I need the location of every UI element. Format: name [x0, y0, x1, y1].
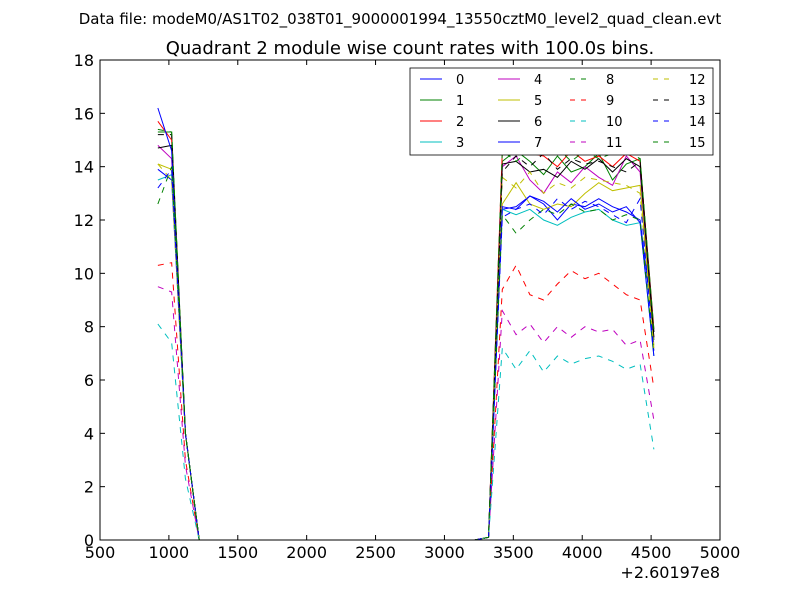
plot-frame: [99, 59, 721, 541]
series-line-10: [157, 323, 655, 540]
legend-label-6: 6: [534, 115, 542, 130]
legend-label-14: 14: [689, 115, 706, 130]
series-layer: [157, 107, 655, 540]
legend-label-3: 3: [456, 136, 464, 151]
series-line-15: [157, 128, 655, 540]
y-tick-label: 4: [84, 424, 94, 443]
y-tick-label: 16: [74, 104, 94, 123]
y-tick-label: 10: [74, 264, 94, 283]
legend-box: [409, 67, 714, 156]
series-line-1: [157, 131, 655, 540]
series-line-13: [157, 134, 655, 540]
legend-label-2: 2: [456, 115, 464, 130]
legend-label-11: 11: [606, 136, 623, 151]
chart-title: Quadrant 2 module wise count rates with …: [166, 38, 655, 59]
x-tick-label: 3000: [424, 543, 465, 562]
legend-label-13: 13: [689, 94, 706, 109]
series-line-3: [157, 173, 655, 540]
x-tick-label: 1500: [217, 543, 258, 562]
y-tick-label: 12: [74, 211, 94, 230]
x-tick-label: 4000: [562, 543, 603, 562]
y-tick-label: 8: [84, 318, 94, 337]
series-line-0: [157, 168, 655, 540]
y-tick-label: 2: [84, 478, 94, 497]
legend-label-7: 7: [534, 136, 542, 151]
legend-label-5: 5: [534, 94, 542, 109]
series-line-4: [157, 144, 655, 540]
x-tick-label: 3500: [493, 543, 534, 562]
legend-label-10: 10: [606, 115, 623, 130]
x-offset-label: +2.60197e8: [620, 563, 720, 582]
x-tick-label: 1000: [149, 543, 190, 562]
series-line-7: [157, 107, 655, 540]
x-tick-label: 500: [85, 543, 116, 562]
legend-label-0: 0: [456, 73, 464, 88]
series-line-5: [157, 163, 655, 540]
y-tick-label: 14: [74, 158, 94, 177]
series-line-12: [157, 163, 655, 540]
figure-suptitle: Data file: modeM0/AS1T02_038T01_90000019…: [79, 10, 722, 29]
series-line-6: [157, 144, 655, 540]
x-tick-label: 4500: [631, 543, 672, 562]
series-line-8: [157, 166, 655, 540]
legend-label-12: 12: [689, 73, 706, 88]
x-tick-label: 2000: [286, 543, 327, 562]
y-tick-label: 18: [74, 51, 94, 70]
series-line-2: [157, 121, 655, 540]
x-tick-label: 2500: [355, 543, 396, 562]
legend-label-15: 15: [689, 136, 706, 151]
x-tick-label: 5000: [700, 543, 741, 562]
legend-label-9: 9: [606, 94, 614, 109]
axis-ticks: 500 1000 1500 2000 2500 3000 3500 4000 4500 5000 0…: [74, 51, 741, 562]
legend-label-8: 8: [606, 73, 614, 88]
legend-label-1: 1: [456, 94, 464, 109]
series-line-11: [157, 286, 655, 540]
y-tick-label: 0: [84, 531, 94, 550]
legend-label-4: 4: [534, 73, 542, 88]
series-line-14: [157, 167, 655, 540]
y-tick-label: 6: [84, 371, 94, 390]
series-line-9: [157, 262, 655, 540]
